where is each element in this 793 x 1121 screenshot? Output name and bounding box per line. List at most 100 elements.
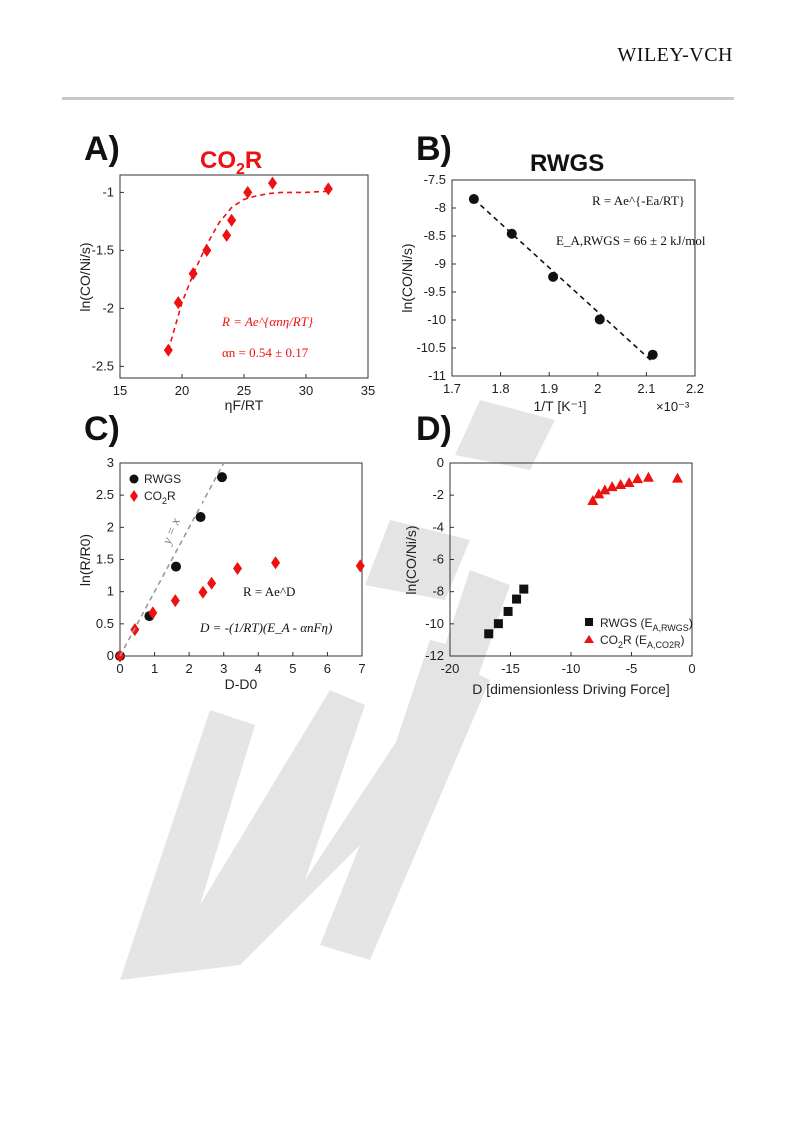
data-point-d-s0 xyxy=(484,629,494,639)
panel-c: C) 0 1 2 3 4 5 6 700.511.522.53 RWGS CO2R y = x… xyxy=(77,410,366,692)
ytick-label-a: -1 xyxy=(102,184,114,199)
xtick-label-b: 2 xyxy=(594,381,601,396)
legend-c-co2r-sub: 2 xyxy=(162,496,167,506)
data-point-d-s0 xyxy=(519,584,529,594)
xtick-label-c: 1 xyxy=(151,661,158,676)
xtick-label-b: 2.2 xyxy=(686,381,704,396)
data-point-c-s1 xyxy=(233,562,243,576)
data-point-a-s0 xyxy=(323,182,333,196)
annotation-c-yx: y = x xyxy=(158,515,183,548)
data-point-a-s0 xyxy=(227,213,237,227)
ytick-label-b: -11 xyxy=(428,368,446,383)
data-point-d-s1 xyxy=(599,484,611,495)
data-point-a-s0 xyxy=(222,228,232,242)
legend-d-box xyxy=(580,612,688,652)
legend-d-rwgs-main: RWGS (E xyxy=(600,616,652,630)
annotation-b-1: R = Ae^{-Ea/RT} xyxy=(592,193,685,208)
panel-d: D) -20 -15 -10 -5 0-12-10-8-6-4-20 RWGS (EA,… xyxy=(403,410,696,697)
xtick-label-a: 35 xyxy=(361,383,375,398)
ytick-label-c: 2.5 xyxy=(96,487,114,502)
ylabel-d: ln(CO/Ni/s) xyxy=(403,525,419,594)
panel-letter-a: A) xyxy=(84,130,120,168)
ytick-label-c: 1 xyxy=(107,584,114,599)
legend-c-co2r-end: R xyxy=(167,489,176,503)
data-point-c-s0 xyxy=(195,512,206,523)
ytick-label-b: -7.5 xyxy=(424,172,446,187)
data-point-a-s0 xyxy=(243,185,253,199)
ytick-label-a: -2.5 xyxy=(92,358,114,373)
ytick-label-d: -4 xyxy=(432,519,444,534)
ytick-label-b: -10 xyxy=(427,312,446,327)
annotation-a-1: R = Ae^{αnη/RT} xyxy=(221,314,314,329)
xtick-label-d: -20 xyxy=(441,661,460,676)
legend-d-co2r-main: CO xyxy=(600,633,618,647)
chart-title-b: RWGS xyxy=(530,150,604,177)
xlabel-b: 1/T [K⁻¹] xyxy=(533,398,586,414)
xtick-label-a: 25 xyxy=(237,383,251,398)
xtick-label-b: 1.9 xyxy=(540,381,558,396)
watermark-logo xyxy=(120,400,555,980)
data-point-d-s1 xyxy=(671,472,683,483)
data-point-d-s0 xyxy=(512,594,522,604)
title-a-main: CO xyxy=(200,147,236,174)
xtick-label-c: 0 xyxy=(116,661,123,676)
legend-d-rwgs-end: ) xyxy=(689,616,693,630)
xtick-label-a: 20 xyxy=(175,383,189,398)
data-point-d-s0 xyxy=(503,606,513,616)
xtick-label-b: 2.1 xyxy=(637,381,655,396)
fit-line-c xyxy=(119,462,225,657)
data-point-c-s1 xyxy=(148,606,158,620)
legend-c-label-co2r: CO2R xyxy=(144,489,176,506)
xtick-label-d: -15 xyxy=(501,661,520,676)
title-a-end: R xyxy=(245,147,262,174)
publisher-logo: WILEY-VCH xyxy=(617,44,733,66)
data-point-c-s0 xyxy=(171,561,182,572)
ytick-label-c: 0.5 xyxy=(96,616,114,631)
legend-c-co2r-main: CO xyxy=(144,489,162,503)
x-scale-note-b: ×10⁻³ xyxy=(656,399,690,414)
ylabel-a: ln(CO/Ni/s) xyxy=(77,242,93,311)
xlabel-c: D-D0 xyxy=(225,676,258,692)
xlabel-d: D [dimensionless Driving Force] xyxy=(472,681,670,697)
xtick-label-c: 2 xyxy=(186,661,193,676)
ytick-label-d: -6 xyxy=(432,552,444,567)
panel-b: B) RWGS 1.7 1.8 1.9 2 2.1 2.2 -11 -10.5 -10 -9.5 -… xyxy=(399,130,706,414)
xtick-label-c: 4 xyxy=(255,661,262,676)
annotation-c-2: D = -(1/RT)(E_A - αnFη) xyxy=(199,620,332,635)
legend-c-marker-co2r xyxy=(130,490,138,502)
data-point-c-s1 xyxy=(355,559,365,573)
xlabel-a: ηF/RT xyxy=(225,397,264,413)
data-point-d-s1 xyxy=(606,481,618,492)
data-point-d-s1 xyxy=(642,471,654,482)
legend-d-label-co2r: CO2R (EA,CO2R) xyxy=(600,633,685,650)
ytick-label-a: -2 xyxy=(102,300,114,315)
legend-c-marker-rwgs xyxy=(129,474,139,484)
xtick-label-a: 30 xyxy=(299,383,313,398)
data-point-b-s0 xyxy=(647,349,658,360)
ylabel-c: ln(R/R0) xyxy=(77,534,93,586)
ytick-label-c: 2 xyxy=(107,519,114,534)
xtick-label-c: 7 xyxy=(358,661,365,676)
ylabel-b: ln(CO/Ni/s) xyxy=(399,243,415,312)
panel-letter-c: C) xyxy=(84,410,120,448)
data-point-c-s0 xyxy=(216,472,227,483)
data-point-a-s0 xyxy=(202,243,212,257)
legend-d-co2r-sub2: A,CO2R xyxy=(647,640,681,650)
ytick-label-b: -8.5 xyxy=(424,228,446,243)
xtick-label-a: 15 xyxy=(113,383,127,398)
panel-a: A) CO2R 15 20 25 30 35 -2.5 -2 -1.5 -1 R = Ae^{α… xyxy=(77,130,375,413)
data-point-d-s1 xyxy=(623,476,635,487)
xtick-label-b: 1.8 xyxy=(492,381,510,396)
ytick-label-d: -10 xyxy=(425,616,444,631)
legend-d-co2r-end: R (E xyxy=(623,633,647,647)
title-a-sub: 2 xyxy=(236,161,245,178)
xtick-label-d: -5 xyxy=(626,661,638,676)
legend-d-co2r-end2: ) xyxy=(681,633,685,647)
data-point-d-s1 xyxy=(593,488,605,499)
ytick-label-d: -2 xyxy=(432,487,444,502)
ytick-label-c: 0 xyxy=(107,648,114,663)
legend-d-label-rwgs: RWGS (EA,RWGS) xyxy=(600,616,693,633)
data-point-d-s0 xyxy=(493,619,503,629)
legend-d-rwgs-sub: A,RWGS xyxy=(652,623,688,633)
xtick-label-c: 6 xyxy=(324,661,331,676)
